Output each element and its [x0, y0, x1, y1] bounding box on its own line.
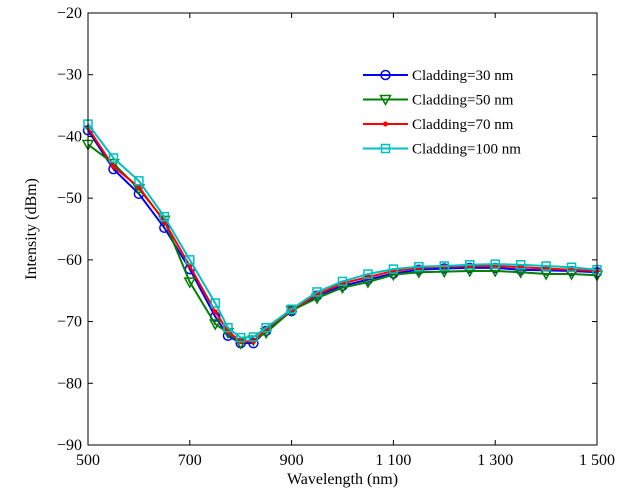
series-line	[87, 129, 598, 345]
axes: 500 700 900 1 100 1 300 1 500 −90 −80 −70 −60 −50 −…	[23, 5, 615, 488]
series-line	[87, 143, 598, 345]
legend-marker	[379, 94, 392, 107]
data-point	[212, 309, 218, 315]
legend: Cladding=30 nm Cladding=50 nm Cladding=70 …	[363, 68, 521, 158]
data-point	[235, 332, 246, 343]
data-point	[108, 153, 119, 163]
data-point	[261, 322, 271, 333]
series-3	[85, 125, 600, 344]
x-axis-label: Wavelength (nm)	[287, 471, 398, 488]
data-point	[136, 184, 142, 190]
data-point	[110, 164, 116, 170]
legend-marker	[380, 69, 391, 81]
data-point	[134, 176, 144, 186]
data-point	[490, 259, 500, 269]
legend-entry: Cladding=70 nm	[363, 117, 514, 133]
y-axis-label: Intensity (dBm)	[23, 178, 40, 280]
y-tick-label: −20	[57, 5, 82, 22]
data-point	[159, 211, 170, 222]
x-tick-label: 900	[280, 452, 304, 469]
plot-frame	[87, 12, 598, 446]
y-tick-label: −60	[57, 252, 82, 269]
data-point	[210, 298, 220, 308]
y-tick-label: −50	[57, 190, 82, 207]
y-tick-label: −90	[57, 437, 82, 454]
data-point	[312, 287, 322, 297]
legend-label: Cladding=30 nm	[412, 68, 514, 84]
x-tick-label: 700	[178, 452, 202, 469]
data-point	[183, 277, 197, 289]
legend-marker	[380, 143, 391, 154]
data-point	[248, 337, 259, 349]
series-1	[82, 125, 603, 349]
series-line	[87, 127, 598, 343]
data-point	[223, 322, 233, 333]
legend-label: Cladding=70 nm	[412, 117, 514, 133]
x-tick-label: 1 100	[375, 452, 411, 469]
data-point	[286, 304, 297, 314]
legend-entry: Cladding=100 nm	[363, 142, 521, 158]
data-point	[185, 255, 195, 265]
x-tick-label: 500	[76, 452, 100, 469]
data-point	[439, 261, 450, 271]
series-line	[87, 123, 598, 339]
y-tick-label: −40	[57, 128, 82, 145]
legend-label: Cladding=100 nm	[412, 142, 521, 158]
y-tick-label: −30	[57, 67, 82, 84]
series-2	[81, 139, 604, 350]
plot-area	[81, 119, 604, 350]
data-point	[363, 269, 373, 279]
x-tick-label: 1 300	[477, 452, 513, 469]
data-point	[566, 262, 577, 273]
y-tick-label: −70	[57, 314, 82, 331]
data-point	[337, 276, 348, 287]
legend-label: Cladding=50 nm	[412, 93, 514, 109]
legend-entry: Cladding=30 nm	[363, 68, 514, 84]
data-point	[541, 261, 551, 271]
data-point	[248, 332, 259, 342]
data-point	[388, 264, 399, 274]
data-point	[187, 263, 193, 269]
data-point	[414, 261, 424, 272]
y-tick-label: −80	[57, 375, 82, 392]
data-point	[515, 260, 526, 270]
legend-marker	[383, 121, 388, 127]
data-point	[465, 260, 475, 270]
data-point	[208, 319, 222, 331]
x-tick-label: 1 500	[579, 452, 615, 469]
legend-entry: Cladding=50 nm	[363, 93, 514, 109]
